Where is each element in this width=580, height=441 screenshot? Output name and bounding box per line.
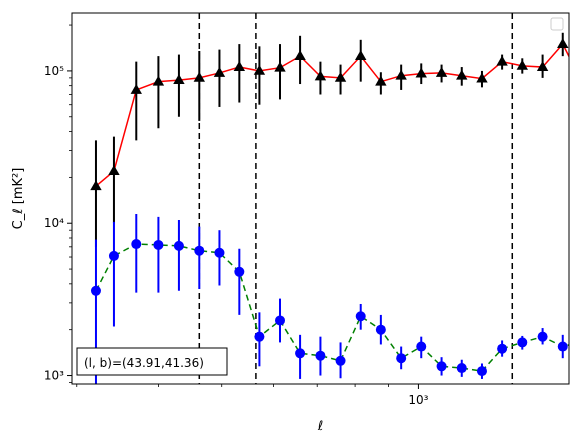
series-1-point-11 [315,350,326,361]
annotation-text: (l, b)=(43.91,41.36) [84,356,204,370]
series-1-point-21 [517,337,528,348]
annotation-box [76,347,228,376]
series-1-point-22 [537,331,548,342]
series-0-point-7 [233,61,246,71]
y-axis-label: C_ℓ [mK²] [11,168,26,230]
y-tick-label-1: 10⁴ [44,216,64,230]
series-0-point-6 [213,66,226,77]
series-1 [90,213,569,384]
series-0-point-21 [516,59,528,70]
series-1-point-15 [396,353,407,364]
x-axis-label: ℓ [317,419,323,434]
series-0-point-23 [557,38,569,48]
series-0-point-10 [294,50,306,61]
series-0-point-2 [130,83,142,94]
series-1-point-14 [375,324,386,335]
series-1-point-1 [108,250,119,261]
series-0-point-13 [355,50,367,61]
annotation-group: (l, b)=(43.91,41.36) [76,347,228,376]
series-0-point-14 [375,75,387,86]
x-tick-label-0: 10³ [408,393,428,407]
series-0-point-11 [314,70,327,81]
series-1-point-17 [436,361,447,372]
y-tick-label-0: 10³ [44,369,64,383]
series-1-point-5 [194,245,205,256]
series-0-point-19 [476,72,488,83]
y-tick-label-2: 10⁵ [44,64,64,78]
plot-frame [71,12,570,385]
series-0-point-22 [536,61,549,71]
series-0-point-20 [496,55,508,66]
series-1-point-13 [355,311,366,322]
series-0-point-12 [334,71,347,82]
series-0-point-5 [193,71,205,82]
series-1-point-23 [557,341,568,352]
series-1-point-16 [416,341,427,352]
series-0-point-9 [274,61,286,72]
series-0-point-8 [253,64,266,75]
series-1-point-7 [234,266,245,277]
series-1-point-6 [214,247,225,258]
ticks-layer: 10³ 10⁴ 10⁵ 10³ [44,24,429,407]
legend-box [550,17,564,31]
series-0-point-18 [456,69,468,80]
series-1-point-2 [131,239,142,250]
series-1-point-10 [295,348,306,359]
series-0-point-16 [415,67,427,78]
series-1-point-9 [275,315,286,326]
series-0-point-0 [90,180,102,191]
series-0 [90,32,569,247]
series-1-point-4 [173,240,184,251]
series-0-point-17 [435,66,448,77]
series-1-point-19 [476,366,487,377]
series-1-point-12 [335,355,346,366]
series-1-point-3 [153,239,164,250]
series-0-point-1 [108,165,120,175]
series-0-point-3 [152,75,165,86]
series-1-point-0 [90,285,101,296]
series-1-point-8 [254,331,265,342]
series-0-point-4 [173,74,185,85]
series-0-point-15 [395,69,407,80]
series-1-point-20 [497,343,508,354]
series-layer [90,32,569,384]
series-1-point-18 [456,363,467,374]
